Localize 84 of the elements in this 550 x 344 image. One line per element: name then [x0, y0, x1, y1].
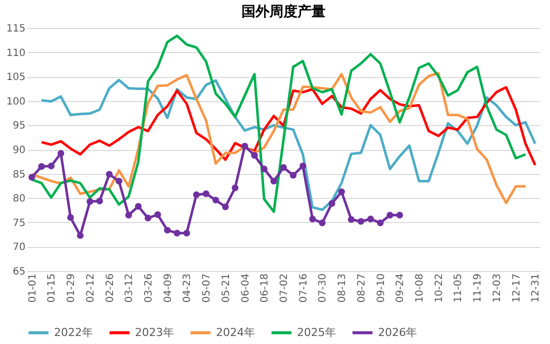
y-tick-label: 90: [12, 145, 26, 156]
point: [38, 163, 45, 170]
x-tick-label: 11-19: [472, 274, 484, 303]
y-tick-label: 110: [6, 48, 26, 59]
x-tick-label: 03-12: [124, 274, 136, 303]
point: [232, 184, 238, 192]
point: [125, 212, 132, 218]
y-tick-label: 70: [12, 242, 26, 254]
x-tick-label: 01-15: [46, 274, 58, 303]
y-tick-label: 80: [12, 194, 26, 205]
y-tick-label: 95: [12, 120, 26, 132]
x-tick-label: 10-08: [414, 274, 426, 303]
point: [260, 166, 268, 172]
y-tick-label: 105: [6, 72, 26, 84]
x-tick-label: 08-13: [337, 274, 348, 303]
point: [86, 198, 94, 205]
y-tick-label: 75: [12, 218, 26, 229]
y-tick-label: 100: [6, 96, 26, 108]
line-series: [40, 86, 536, 166]
point: [67, 214, 74, 221]
point: [251, 152, 258, 159]
point: [241, 142, 248, 150]
point: [300, 162, 306, 170]
chart-title: 国外周度产量: [242, 3, 326, 20]
point: [358, 218, 364, 225]
legend-label: 2025年: [297, 326, 336, 339]
x-tick-label: 12-31: [530, 274, 542, 303]
point: [154, 211, 162, 218]
point: [376, 220, 384, 226]
point: [134, 203, 142, 210]
point: [270, 178, 278, 184]
point: [348, 216, 355, 223]
point: [338, 188, 345, 196]
point: [309, 216, 316, 222]
legend-label: 2022年: [54, 326, 93, 339]
x-tick-label: 05-21: [220, 274, 232, 303]
point: [222, 204, 229, 210]
y-tick-label: 115: [6, 24, 26, 34]
point: [76, 232, 84, 239]
x-tick-label: 06-04: [240, 274, 252, 303]
x-tick-label: 12-03: [492, 274, 503, 303]
point: [212, 196, 220, 204]
x-tick-label: 09-24: [395, 274, 406, 303]
point: [164, 226, 171, 234]
x-tick-label: 11-05: [453, 274, 464, 303]
x-tick-label: 06-18: [260, 274, 271, 303]
x-tick-label: 02-12: [85, 274, 96, 303]
point: [144, 214, 152, 222]
x-tick-label: 04-23: [182, 274, 194, 303]
x-tick-label: 05-07: [202, 274, 213, 303]
point: [396, 212, 404, 218]
y-tick-label: 85: [12, 169, 26, 180]
point: [386, 212, 394, 218]
point: [202, 190, 210, 198]
x-tick-label: 08-27: [356, 274, 368, 303]
point: [48, 162, 55, 170]
x-tick-label: 04-09: [162, 274, 174, 303]
point: [280, 164, 287, 171]
y-tick-label: 65: [12, 266, 26, 278]
point: [367, 216, 374, 222]
point: [183, 230, 190, 236]
point: [106, 170, 113, 178]
point: [328, 200, 336, 207]
x-tick-label: 03-26: [143, 274, 154, 303]
point: [174, 230, 180, 236]
point: [318, 220, 326, 226]
legend-label: 2026年: [378, 326, 417, 339]
point: [193, 191, 200, 198]
x-tick-label: 02-26: [104, 274, 116, 303]
point: [116, 178, 122, 184]
point: [96, 198, 103, 204]
x-tick-label: 07-02: [279, 274, 290, 303]
x-tick-label: 07-16: [298, 274, 310, 303]
point: [28, 174, 36, 181]
x-tick-label: 09-10: [376, 274, 387, 303]
x-tick-label: 12-17: [511, 274, 522, 303]
point: [290, 172, 297, 179]
x-tick-label: 01-01: [27, 274, 38, 303]
x-tick-label: 07-30: [318, 274, 329, 303]
point: [58, 150, 64, 157]
legend-label: 2024年: [216, 326, 255, 339]
x-tick-label: 01-29: [66, 274, 78, 303]
x-tick-label: 10-22: [434, 274, 445, 303]
legend-label: 2023年: [135, 326, 174, 339]
